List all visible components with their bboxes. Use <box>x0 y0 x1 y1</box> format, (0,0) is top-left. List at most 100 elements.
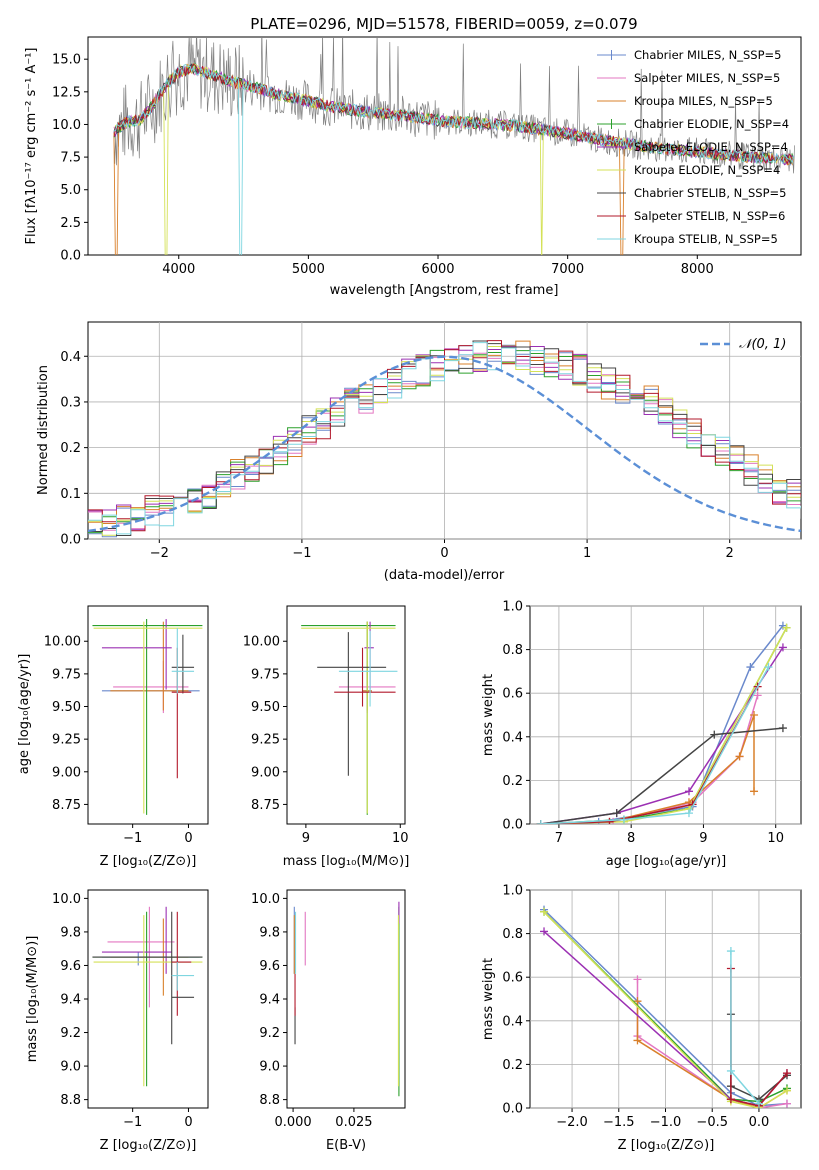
weight-marker <box>750 787 759 796</box>
x-tick-label: 0.025 <box>335 1115 372 1130</box>
weight-marker <box>684 809 693 818</box>
hist-salpeter-elodie <box>88 346 801 531</box>
y-tick-label: 9.50 <box>251 700 280 715</box>
y-tick-label: 10.00 <box>44 635 81 650</box>
weight-lines <box>540 905 791 1108</box>
legend-label: Salpeter MILES, N_SSP=5 <box>634 71 780 85</box>
y-tick-label: 0.4 <box>502 1014 523 1029</box>
y-tick-label: 10.0 <box>52 892 81 907</box>
spectrum-title: PLATE=0296, MJD=51578, FIBERID=0059, z=0… <box>250 15 637 33</box>
z-weight-ylabel: mass weight <box>481 958 496 1040</box>
weight-lines <box>536 621 791 824</box>
x-tick-label: −0.5 <box>696 1115 728 1130</box>
x-tick-label: 1 <box>583 546 591 561</box>
y-tick-label: 8.8 <box>259 1093 280 1108</box>
x-tick-label: 2 <box>726 546 734 561</box>
z-weight-xlabel: Z [log₁₀(Z/Z⊙)] <box>618 1138 715 1153</box>
model-chabrier-stelib <box>113 62 795 165</box>
y-tick-label: 9.4 <box>259 993 280 1008</box>
y-tick-label: 10.00 <box>243 635 280 650</box>
hist-chabrier-stelib <box>88 340 801 536</box>
weight-marker <box>633 997 642 1006</box>
legend-label: Salpeter ELODIE, N_SSP=4 <box>634 140 788 154</box>
x-tick-label: 8 <box>627 831 635 846</box>
hist-chabrier-miles <box>88 344 801 538</box>
y-tick-label: 9.6 <box>259 959 280 974</box>
weight-marker <box>540 927 549 936</box>
y-tick-label: 8.75 <box>52 798 81 813</box>
z-age-ylabel: age [log₁₀(age/yr)] <box>17 654 32 775</box>
weight-line-kroupa-miles <box>540 714 755 824</box>
weight-line-chabrier-elodie <box>543 911 788 1103</box>
weight-marker <box>540 907 549 916</box>
weight-marker <box>750 711 759 719</box>
y-tick-label: 12.5 <box>52 85 81 100</box>
y-tick-label: 9.00 <box>52 765 81 780</box>
x-tick-label: −1.5 <box>603 1115 635 1130</box>
x-tick-label: 9 <box>699 831 707 846</box>
mass-age-xlabel: mass [log₁₀(M/M⊙)] <box>283 854 410 869</box>
z-mass-xlabel: Z [log₁₀(Z/Z⊙)] <box>100 1138 197 1153</box>
histograms <box>88 340 801 538</box>
z-mass-ylabel: mass [log₁₀(M/M⊙)] <box>25 936 40 1063</box>
weight-marker <box>782 1086 791 1095</box>
y-tick-label: 0.0 <box>60 249 81 264</box>
age-weight-axes <box>529 605 802 825</box>
age-weight-ylabel: mass weight <box>481 674 496 756</box>
errorbars <box>92 906 203 1087</box>
weight-marker <box>726 947 735 956</box>
y-tick-label: 0.8 <box>502 927 523 942</box>
errorbars <box>92 619 203 815</box>
x-tick-label: 7000 <box>551 262 584 277</box>
y-tick-label: 8.8 <box>60 1093 81 1108</box>
residual-ylabel: Normed distribution <box>36 365 51 495</box>
weight-marker <box>726 1066 735 1075</box>
x-tick-label: 10 <box>767 831 784 846</box>
legend-label: Salpeter STELIB, N_SSP=6 <box>634 209 785 223</box>
x-tick-label: 0.0 <box>749 1115 770 1130</box>
y-tick-label: 10.0 <box>52 118 81 133</box>
spectrum-xlabel: wavelength [Angstrom, rest frame] <box>330 283 559 298</box>
y-tick-label: 9.75 <box>251 667 280 682</box>
y-tick-label: 8.75 <box>251 798 280 813</box>
y-tick-label: 0.3 <box>60 395 81 410</box>
x-tick-label: −2 <box>150 546 169 561</box>
y-tick-label: 0.8 <box>502 643 523 658</box>
x-tick-label: −1 <box>292 546 311 561</box>
y-tick-label: 9.8 <box>259 925 280 940</box>
legend-label: Chabrier ELODIE, N_SSP=4 <box>634 117 789 131</box>
y-tick-label: 0.2 <box>60 441 81 456</box>
y-tick-label: 9.00 <box>251 765 280 780</box>
y-tick-label: 9.25 <box>52 733 81 748</box>
weight-marker <box>778 724 787 733</box>
y-tick-label: 0.0 <box>502 818 523 833</box>
weight-marker <box>612 809 621 818</box>
weight-marker <box>735 752 744 761</box>
x-tick-label: 4000 <box>162 262 195 277</box>
weight-line-salpeter-miles <box>540 695 759 824</box>
y-tick-label: 9.6 <box>60 959 81 974</box>
errorbars <box>293 901 400 1097</box>
x-tick-label: 6000 <box>421 262 454 277</box>
y-tick-label: 0.0 <box>60 533 81 548</box>
weight-marker <box>782 1069 791 1078</box>
y-tick-label: 9.2 <box>259 1026 280 1041</box>
y-tick-label: 2.5 <box>60 216 81 231</box>
weight-marker <box>633 975 642 984</box>
y-tick-label: 5.0 <box>60 183 81 198</box>
weight-marker <box>619 815 628 824</box>
z-age-axes <box>87 605 209 825</box>
legend-label: Chabrier STELIB, N_SSP=5 <box>634 186 786 200</box>
errorbars <box>301 621 398 815</box>
y-tick-label: 9.75 <box>52 667 81 682</box>
y-tick-label: 15.0 <box>52 53 81 68</box>
x-tick-label: 10 <box>392 831 409 846</box>
x-tick-label: 9 <box>302 831 310 846</box>
weight-marker <box>782 623 791 632</box>
weight-marker <box>536 820 545 824</box>
legend-label: Kroupa MILES, N_SSP=5 <box>634 94 773 108</box>
spectrum-axes <box>87 36 802 256</box>
weight-line-kroupa-stelib <box>730 951 760 1105</box>
x-tick-label: 7 <box>555 831 563 846</box>
weight-marker <box>778 643 787 652</box>
